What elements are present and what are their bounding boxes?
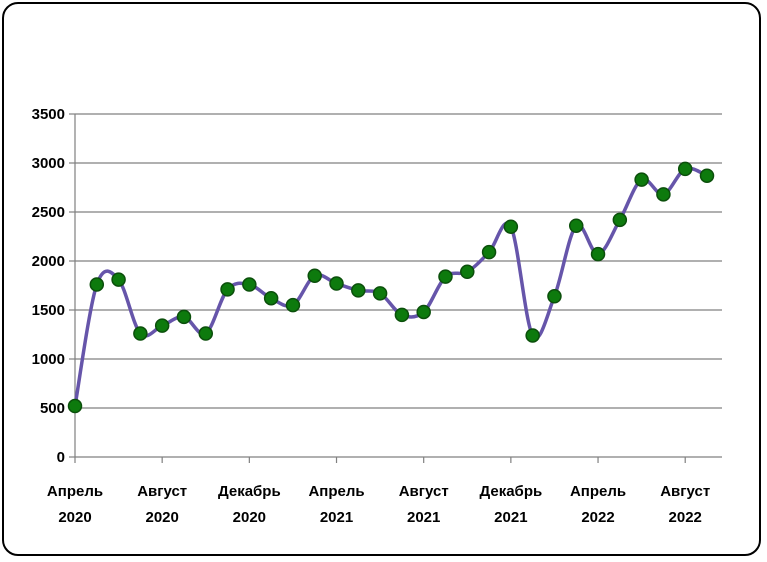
y-tick-label-6: 3000	[32, 155, 65, 172]
data-point-22	[547, 289, 562, 304]
data-point-17	[438, 269, 453, 284]
x-tick-label-year-5: 2021	[494, 509, 527, 526]
x-tick-label-month-6: Апрель	[570, 483, 626, 500]
x-tick-label-month-4: Август	[399, 483, 449, 500]
data-point-27	[656, 187, 671, 202]
data-point-21	[525, 328, 540, 343]
y-tick-label-1: 500	[40, 400, 65, 417]
y-tick-label-2: 1000	[32, 351, 65, 368]
x-tick-label-year-2: 2020	[233, 509, 266, 526]
data-point-9	[263, 290, 279, 306]
x-tick-label-year-1: 2020	[145, 509, 178, 526]
x-tick-label-month-2: Декабрь	[218, 483, 281, 500]
data-point-23	[568, 218, 584, 233]
data-point-18	[460, 264, 475, 280]
data-point-28	[677, 161, 693, 177]
data-point-15	[394, 307, 410, 323]
data-point-11	[307, 268, 322, 283]
x-tick-label-year-4: 2021	[407, 509, 440, 526]
data-point-10	[285, 297, 301, 313]
data-point-20	[503, 219, 519, 234]
data-point-1	[89, 277, 105, 292]
data-point-6	[198, 326, 214, 341]
data-point-3	[133, 326, 148, 341]
x-tick-label-month-3: Апрель	[308, 483, 364, 500]
data-point-8	[242, 277, 257, 292]
data-point-0	[67, 398, 83, 414]
data-point-5	[176, 309, 192, 325]
x-tick-label-year-6: 2022	[581, 509, 614, 526]
data-point-24	[590, 246, 606, 262]
chart-frame	[2, 2, 761, 556]
y-tick-label-5: 2500	[32, 204, 65, 221]
data-point-25	[612, 212, 628, 228]
data-point-14	[372, 286, 388, 301]
data-point-26	[634, 172, 649, 187]
x-tick-label-year-0: 2020	[58, 509, 91, 526]
data-point-12	[329, 276, 344, 291]
x-tick-label-month-0: Апрель	[47, 483, 103, 500]
y-tick-label-7: 3500	[32, 106, 65, 123]
y-tick-label-3: 1500	[32, 302, 65, 319]
x-tick-label-year-7: 2022	[669, 509, 702, 526]
data-point-4	[154, 318, 170, 333]
data-point-29	[699, 168, 715, 183]
x-tick-label-month-7: Август	[660, 483, 710, 500]
data-point-2	[111, 272, 126, 287]
data-point-13	[351, 283, 366, 298]
x-tick-label-month-1: Август	[137, 483, 187, 500]
data-point-7	[220, 282, 235, 297]
y-tick-label-0: 0	[57, 449, 65, 466]
x-tick-label-month-5: Декабрь	[480, 483, 543, 500]
y-tick-label-4: 2000	[32, 253, 65, 270]
series-line	[73, 166, 708, 407]
data-point-19	[481, 244, 497, 260]
data-point-16	[416, 304, 431, 320]
x-tick-label-year-3: 2021	[320, 509, 353, 526]
